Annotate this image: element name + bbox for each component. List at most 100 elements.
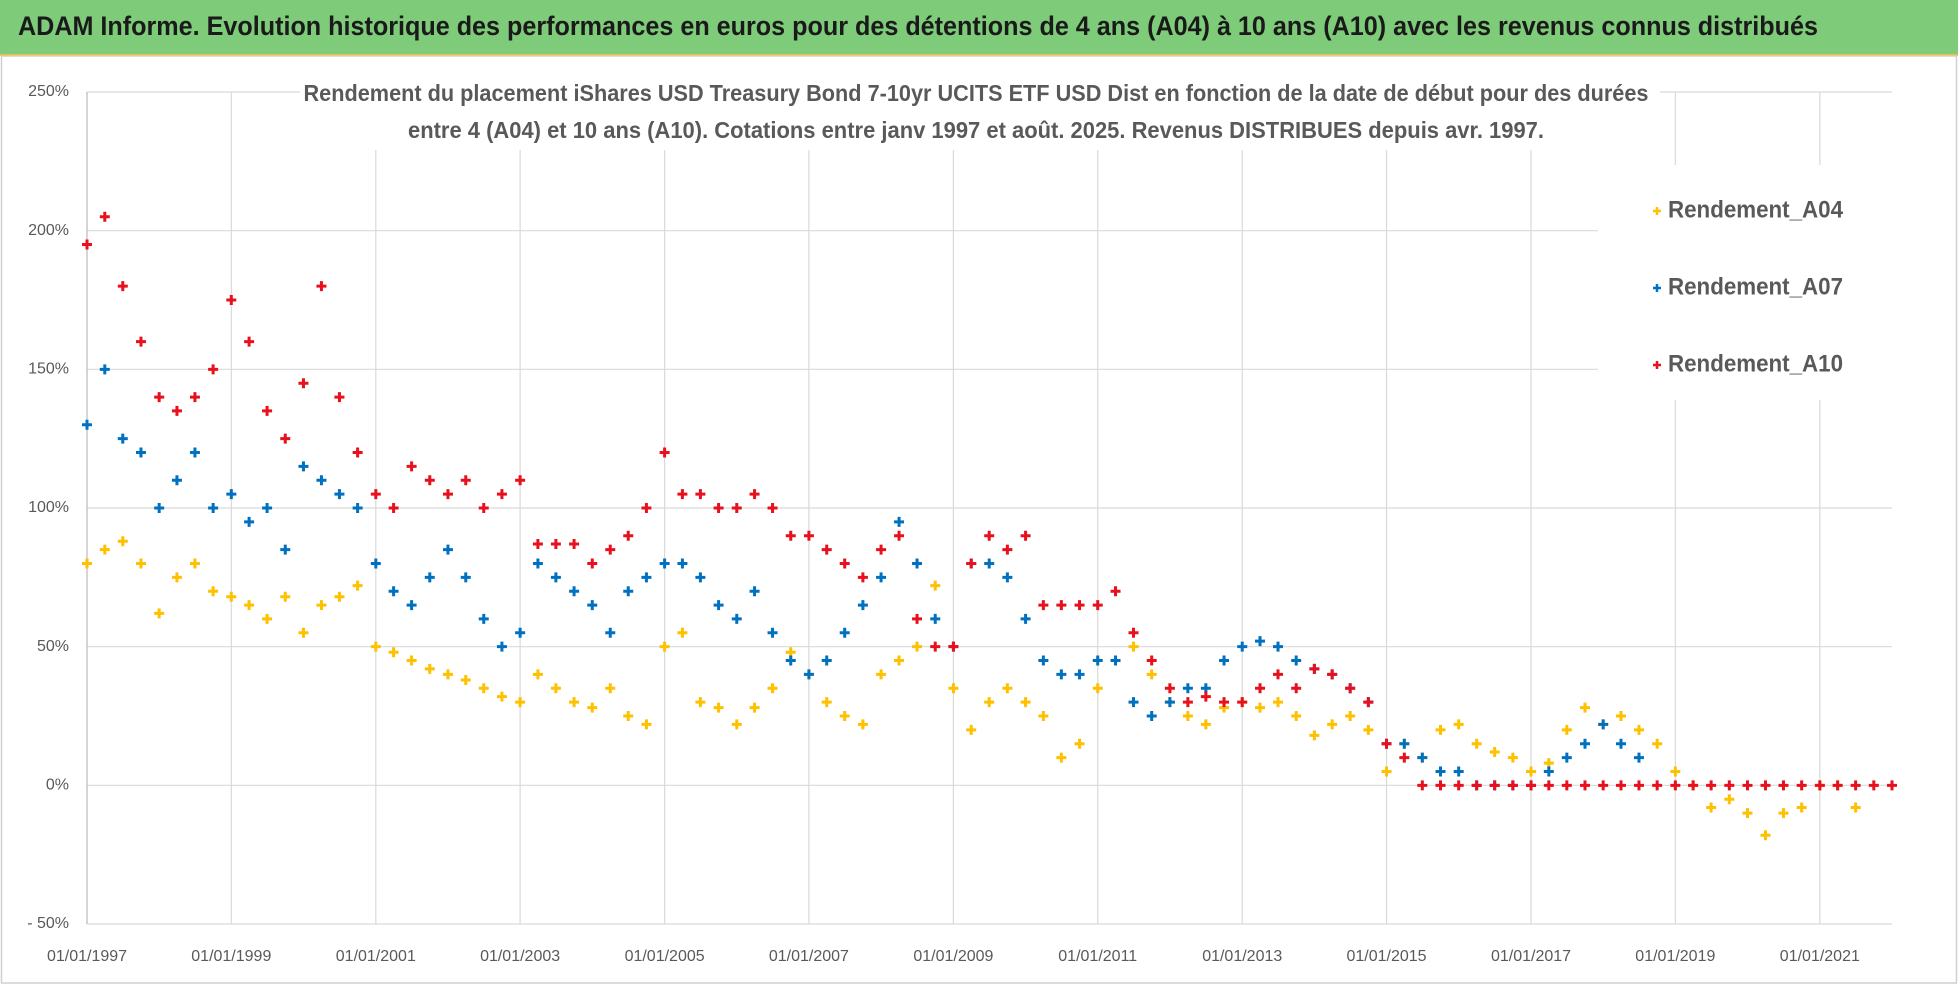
data-point [839,558,850,569]
data-point [713,503,724,513]
data-point [1561,780,1572,791]
data-point [298,461,309,472]
data-point [1417,780,1428,791]
data-point [749,702,760,713]
data-point [442,489,453,500]
data-point [605,683,616,694]
data-point [244,600,255,611]
data-point [605,627,616,638]
data-point [839,627,850,638]
data-point [1670,766,1681,777]
x-tick-label: 01/01/2007 [769,948,849,965]
data-point [424,663,435,674]
data-point [587,702,598,713]
data-point [370,489,381,500]
data-point [1128,641,1139,652]
data-point [117,433,128,444]
data-point [1327,719,1338,730]
data-point [117,281,128,292]
header-rule [0,54,1958,56]
data-point [1778,808,1789,819]
data-point [515,475,526,486]
data-point [550,572,561,583]
data-point [605,544,616,555]
data-point [1363,724,1374,735]
y-tick-label: 250% [28,83,69,100]
data-point [569,697,580,708]
data-point [857,600,868,611]
data-point [478,613,489,624]
legend: Rendement_A04 Rendement_A07 Rendement_A10 [1653,196,1844,377]
data-point [894,530,905,541]
data-point [659,641,670,652]
data-point [1219,697,1230,708]
data-point [1489,780,1500,791]
data-point [731,503,742,513]
data-point [1056,752,1067,763]
data-point [442,669,453,680]
header-title: ADAM Informe. Evolution historique des p… [18,11,1818,41]
data-point [1796,780,1807,791]
data-point [1146,669,1157,680]
data-point [1273,697,1284,708]
data-point [695,489,706,500]
data-point [244,336,255,347]
data-point [713,702,724,713]
data-point [226,295,237,305]
data-point [171,475,182,486]
data-point [478,503,489,513]
data-point [930,613,941,624]
data-point [244,516,255,527]
data-point [1182,697,1193,708]
data-point [99,544,110,555]
data-point [1074,600,1085,611]
data-point [515,627,526,638]
data-point [298,627,309,638]
data-point [424,572,435,583]
data-point [1038,711,1049,721]
data-point [1887,780,1897,791]
data-point [677,489,688,500]
data-point [316,475,327,486]
data-point [1002,683,1013,694]
legend-box [1598,165,1892,400]
data-point [1598,780,1609,791]
data-point [1381,738,1392,749]
legend-marker [1653,207,1661,215]
data-point [154,608,165,619]
data-point [569,586,580,597]
data-point [262,405,273,416]
data-point [1128,697,1139,708]
data-point [1182,683,1193,694]
data-point [1796,802,1807,813]
data-point [984,697,995,708]
data-point [262,503,273,513]
data-point [1291,655,1302,666]
data-point [1724,794,1735,805]
data-point [1020,530,1031,541]
data-point [1110,586,1121,597]
data-point [641,572,652,583]
data-point [966,724,977,735]
data-point [1273,641,1284,652]
data-point [1255,683,1266,694]
data-point [930,641,941,652]
data-point [821,655,832,666]
data-point [424,475,435,486]
data-point [1417,752,1428,763]
data-point [641,719,652,730]
chart-title: entre 4 (A04) et 10 ans (A10). Cotations… [408,117,1544,143]
data-point [370,558,381,569]
data-point [948,683,959,694]
data-point [1056,600,1067,611]
data-point [316,281,327,292]
data-point [1363,697,1374,708]
data-point [912,641,923,652]
data-point [1399,752,1410,763]
data-point [1002,572,1013,583]
data-point [1164,683,1175,694]
data-point [1580,702,1591,713]
data-point [262,613,273,624]
